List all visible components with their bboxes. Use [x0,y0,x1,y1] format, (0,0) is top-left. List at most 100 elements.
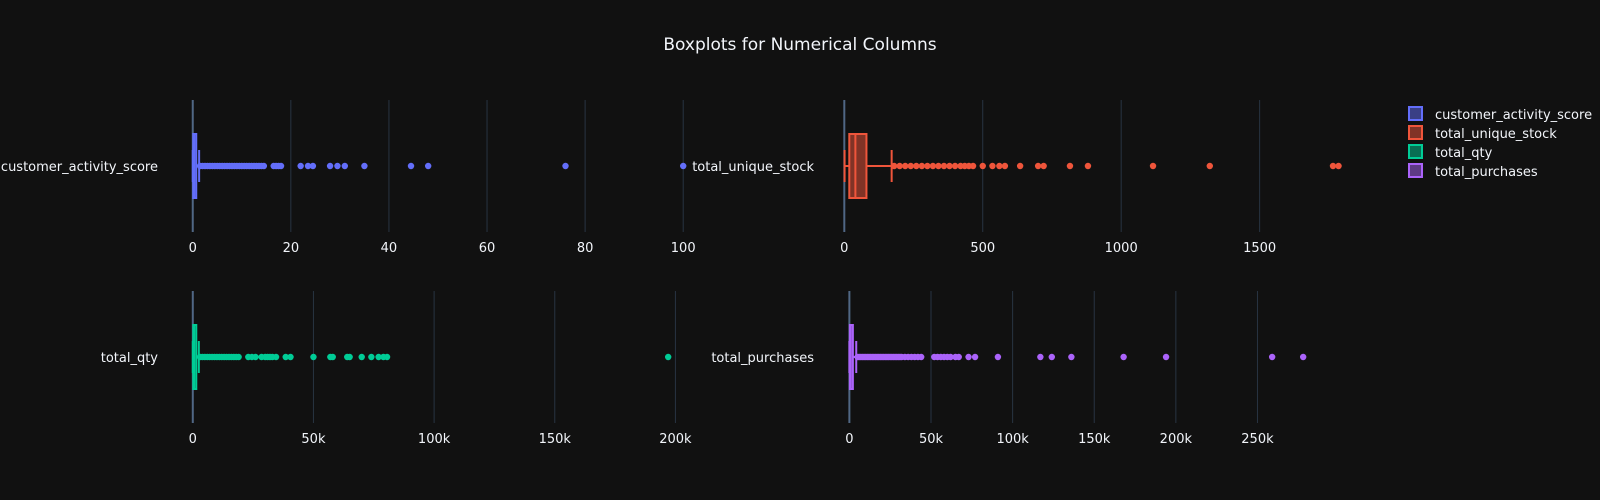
outlier-point[interactable] [924,162,931,170]
tick-label: 20 [283,241,300,256]
outlier-point[interactable] [334,162,341,170]
legend-swatch [1408,106,1423,121]
outlier-point[interactable] [297,162,304,170]
outlier-point[interactable] [979,162,986,170]
outlier-point[interactable] [1068,353,1075,361]
outlier-point[interactable] [383,353,391,361]
outlier-point[interactable] [1001,162,1009,170]
outlier-point[interactable] [664,353,672,361]
legend-item-total_qty[interactable]: total_qty [1408,144,1493,161]
outlier-point[interactable] [996,162,1003,170]
box-iqr[interactable] [848,133,868,199]
outlier-point[interactable] [304,162,312,170]
category-label: customer_activity_score [1,160,158,175]
tick-label: 100 [671,241,696,256]
outlier-point[interactable] [1268,353,1276,361]
outlier-point[interactable] [358,353,365,361]
outlier-point[interactable] [896,162,903,170]
outlier-point[interactable] [940,162,948,170]
outlier-point[interactable] [252,353,259,361]
legend-swatch [1408,144,1423,159]
outlier-point[interactable] [955,353,962,361]
outlier-point[interactable] [935,162,942,170]
outlier-point[interactable] [329,353,336,361]
tick-label: 0 [189,241,197,256]
outlier-point[interactable] [287,353,294,361]
outlier-point[interactable] [368,353,375,361]
chart-title: Boxplots for Numerical Columns [663,35,936,55]
outlier-point[interactable] [929,162,937,170]
tick-label: 150k [539,432,572,447]
category-label: total_purchases [711,351,814,366]
outlier-point[interactable] [326,162,334,170]
outlier-point[interactable] [309,162,317,170]
outlier-point[interactable] [1206,162,1213,170]
legend[interactable]: customer_activity_score total_unique_stoc… [1408,106,1592,180]
outlier-point[interactable] [310,353,317,361]
tick-label: 1000 [1105,241,1138,256]
subplot-panels: 0 20 40 60 80 100 customer_activity_score 0 500 1… [1,100,1342,447]
outlier-point[interactable] [951,162,959,170]
tick-label: 100k [418,432,451,447]
outlier-point[interactable] [965,353,972,361]
tick-label: 250k [1241,432,1274,447]
outlier-point[interactable] [1034,162,1042,170]
outlier-point[interactable] [341,162,348,170]
outlier-point[interactable] [235,353,242,361]
legend-label: total_unique_stock [1435,127,1557,142]
tick-label: 500 [970,241,995,256]
outlier-point[interactable] [1120,353,1127,361]
outlier-point[interactable] [946,162,953,170]
outlier-point[interactable] [989,162,996,170]
outlier-point[interactable] [1048,353,1055,361]
outlier-point[interactable] [361,162,368,170]
tick-label: 200k [1160,432,1193,447]
outlier-point[interactable] [971,353,979,361]
outlier-point[interactable] [277,162,285,170]
category-label: total_unique_stock [692,160,814,175]
outlier-point[interactable] [1040,162,1047,170]
legend-item-total_unique_stock[interactable]: total_unique_stock [1408,125,1557,142]
outlier-point[interactable] [346,353,353,361]
outlier-point[interactable] [918,353,925,361]
outlier-point[interactable] [424,162,432,170]
subplot-total_purchases: 0 50k 100k 150k 200k 250k total_purchases [711,291,1307,447]
outlier-point[interactable] [562,162,569,170]
outlier-point[interactable] [282,353,289,361]
outlier-point[interactable] [913,162,920,170]
tick-label: 1500 [1243,241,1276,256]
outlier-point[interactable] [1149,162,1157,170]
outlier-point[interactable] [947,353,954,361]
outlier-point[interactable] [1329,162,1337,170]
outlier-point[interactable] [680,162,687,170]
legend-swatch [1408,125,1423,140]
outlier-point[interactable] [1299,353,1307,361]
outlier-point[interactable] [1016,162,1024,170]
tick-label: 0 [840,241,848,256]
outlier-point[interactable] [260,162,268,170]
subplot-total_unique_stock: 0 500 1000 1500 total_unique_stock [692,100,1342,256]
outlier-point[interactable] [1162,353,1170,361]
legend-item-total_purchases[interactable]: total_purchases [1408,163,1538,180]
outlier-point[interactable] [918,162,926,170]
outlier-point[interactable] [407,162,415,170]
subplot-total_qty: 0 50k 100k 150k 200k total_qty [101,291,692,447]
legend-item-customer_activity_score[interactable]: customer_activity_score [1408,106,1592,123]
outlier-point[interactable] [994,353,1002,361]
outlier-point[interactable] [1066,162,1074,170]
tick-label: 50k [301,432,326,447]
outlier-point[interactable] [272,353,280,361]
outlier-point[interactable] [375,353,382,361]
outlier-point[interactable] [890,162,898,170]
outlier-point[interactable] [1037,353,1044,361]
outlier-point[interactable] [1335,162,1342,170]
outlier-point[interactable] [907,162,914,170]
legend-label: customer_activity_score [1435,108,1592,123]
outlier-point[interactable] [902,162,909,170]
outlier-point[interactable] [1084,162,1092,170]
tick-label: 200k [659,432,692,447]
legend-label: total_purchases [1435,165,1538,180]
tick-label: 0 [189,432,197,447]
subplot-customer_activity_score: 0 20 40 60 80 100 customer_activity_score [1,100,696,256]
outlier-point[interactable] [969,162,977,170]
